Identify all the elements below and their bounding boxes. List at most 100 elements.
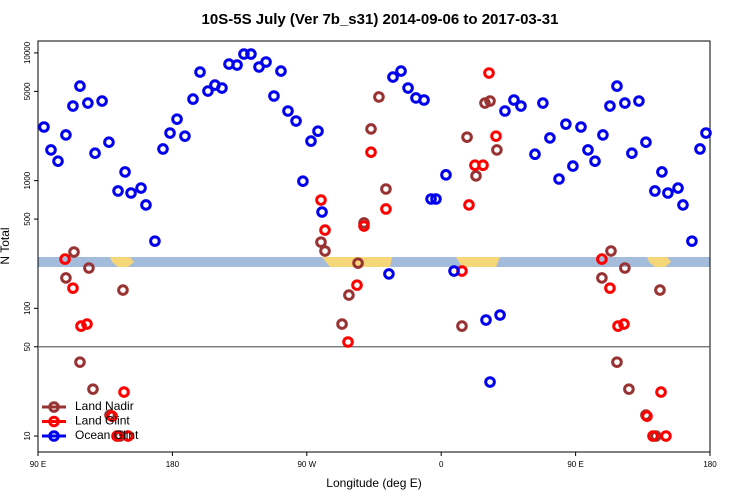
point <box>544 132 556 144</box>
point <box>149 235 161 247</box>
point <box>686 235 698 247</box>
point <box>319 245 331 257</box>
point <box>655 386 667 398</box>
point <box>490 130 502 142</box>
point <box>418 94 430 106</box>
point <box>316 206 328 218</box>
point <box>611 356 623 368</box>
point <box>596 253 608 265</box>
point <box>575 121 587 133</box>
point <box>656 166 668 178</box>
point <box>662 187 674 199</box>
land-band <box>322 257 392 267</box>
point <box>179 130 191 142</box>
legend-marker <box>48 401 60 413</box>
point <box>649 185 661 197</box>
point <box>60 272 72 284</box>
point <box>612 320 624 332</box>
point <box>660 430 672 442</box>
point <box>491 144 503 156</box>
legend-marker <box>48 430 60 442</box>
series <box>59 67 672 442</box>
x-axis-label: Longitude (deg E) <box>326 476 421 490</box>
point <box>619 97 631 109</box>
point <box>216 82 228 94</box>
point <box>480 314 492 326</box>
chart-title: 10S-5S July (Ver 7b_s31) 2014-09-06 to 2… <box>202 11 559 28</box>
point <box>297 175 309 187</box>
point <box>499 105 511 117</box>
point <box>67 282 79 294</box>
point <box>60 129 72 141</box>
point <box>67 100 79 112</box>
point <box>305 135 317 147</box>
point <box>619 262 631 274</box>
point <box>282 105 294 117</box>
point <box>461 131 473 143</box>
point <box>640 136 652 148</box>
point <box>483 67 495 79</box>
land-band <box>647 257 671 267</box>
x-tick-label: 90 E <box>567 460 583 469</box>
point <box>194 66 206 78</box>
point <box>515 100 527 112</box>
point <box>605 245 617 257</box>
y-tick-label: 50 <box>23 342 32 351</box>
legend-label: Land Nadir <box>75 399 134 413</box>
point <box>425 193 437 205</box>
point <box>456 320 468 332</box>
point <box>597 129 609 141</box>
point <box>672 182 684 194</box>
point <box>290 115 302 127</box>
point <box>395 65 407 77</box>
point <box>508 94 520 106</box>
y-tick-label: 1000 <box>23 171 32 189</box>
point <box>380 203 392 215</box>
point <box>275 65 287 77</box>
point <box>336 318 348 330</box>
point <box>623 383 635 395</box>
point <box>402 82 414 94</box>
point <box>96 95 108 107</box>
plot-frame <box>37 40 711 453</box>
x-tick-label: 180 <box>703 460 717 469</box>
point <box>463 199 475 211</box>
point <box>315 194 327 206</box>
point <box>171 113 183 125</box>
series <box>60 91 666 442</box>
point <box>75 320 87 332</box>
point <box>38 121 50 133</box>
point <box>484 95 496 107</box>
point <box>343 289 355 301</box>
point <box>112 185 124 197</box>
point <box>358 220 370 232</box>
point <box>118 386 130 398</box>
point <box>117 284 129 296</box>
point <box>135 182 147 194</box>
point <box>365 146 377 158</box>
point <box>700 127 712 139</box>
point <box>122 430 134 442</box>
point <box>319 224 331 236</box>
point <box>187 93 199 105</box>
point <box>245 48 257 60</box>
y-tick-label: 10 <box>23 431 32 440</box>
point <box>604 282 616 294</box>
point <box>430 193 442 205</box>
point <box>111 430 123 442</box>
point <box>315 236 327 248</box>
point <box>383 268 395 280</box>
point <box>380 183 392 195</box>
point <box>82 97 94 109</box>
point <box>611 80 623 92</box>
point <box>654 284 666 296</box>
point <box>52 155 64 167</box>
point <box>103 136 115 148</box>
point <box>74 80 86 92</box>
point <box>537 97 549 109</box>
point <box>260 56 272 68</box>
point <box>677 199 689 211</box>
point <box>140 199 152 211</box>
point <box>604 100 616 112</box>
